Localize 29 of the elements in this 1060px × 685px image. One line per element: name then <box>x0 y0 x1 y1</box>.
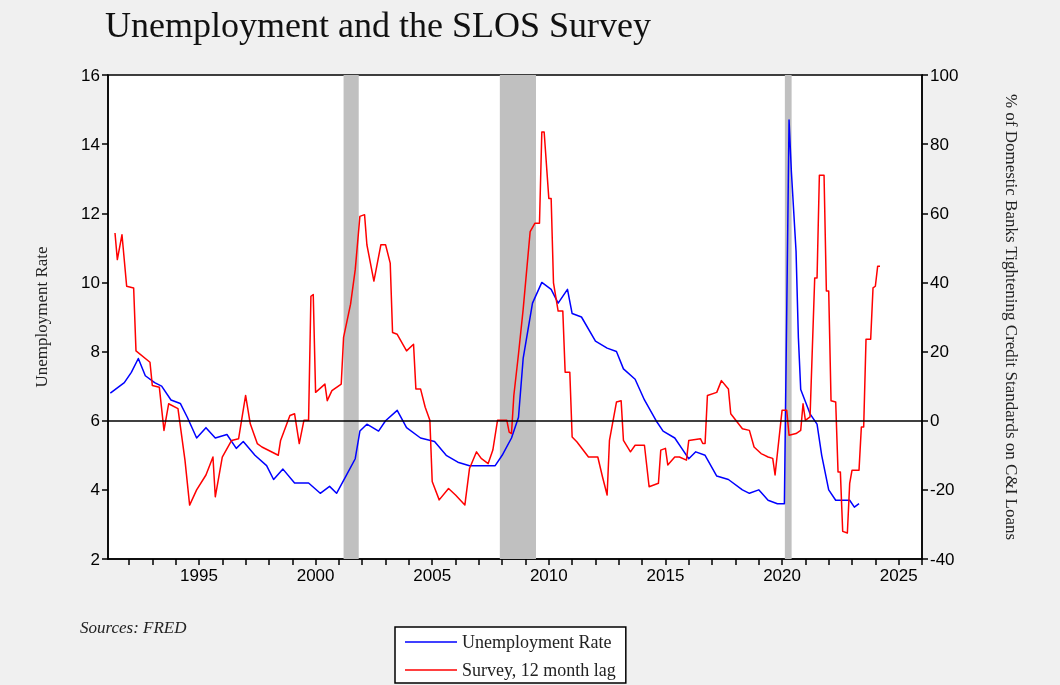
y-tick-label: 6 <box>90 411 100 431</box>
x-tick-label: 2005 <box>413 566 452 585</box>
y2-tick-label: 0 <box>930 411 940 431</box>
y-tick-label: 14 <box>81 134 100 154</box>
y-axis-title: Unemployment Rate <box>32 246 51 388</box>
y-tick-label: 16 <box>81 65 100 85</box>
y-tick-label: 4 <box>90 480 100 500</box>
y-tick-label: 8 <box>90 342 100 362</box>
y2-tick-label: -20 <box>930 480 955 500</box>
chart-title: Unemployment and the SLOS Survey <box>105 5 651 45</box>
x-tick-label: 1995 <box>180 566 218 585</box>
x-tick-label: 2000 <box>296 566 335 585</box>
y2-tick-label: 80 <box>930 134 949 154</box>
y-tick-label: 2 <box>90 549 100 569</box>
x-tick-label: 2015 <box>646 566 685 585</box>
x-tick-label: 2020 <box>763 566 801 585</box>
x-tick-label: 2010 <box>529 566 568 585</box>
y-tick-label: 10 <box>81 272 100 292</box>
x-tick-label: 2025 <box>879 566 918 585</box>
y2-tick-label: -40 <box>930 549 955 569</box>
legend-label: Survey, 12 month lag <box>462 660 616 680</box>
y2-tick-label: 100 <box>930 65 959 85</box>
y2-axis-title: % of Domestic Banks Tightening Credit Standards on C&I Loans <box>1001 93 1021 541</box>
y2-tick-label: 60 <box>930 203 949 223</box>
y-tick-label: 12 <box>81 203 100 223</box>
y2-tick-label: 20 <box>930 342 949 362</box>
legend-label: Unemployment Rate <box>462 632 612 652</box>
source-note: Sources: FRED <box>80 618 188 638</box>
y2-tick-label: 40 <box>930 272 949 292</box>
